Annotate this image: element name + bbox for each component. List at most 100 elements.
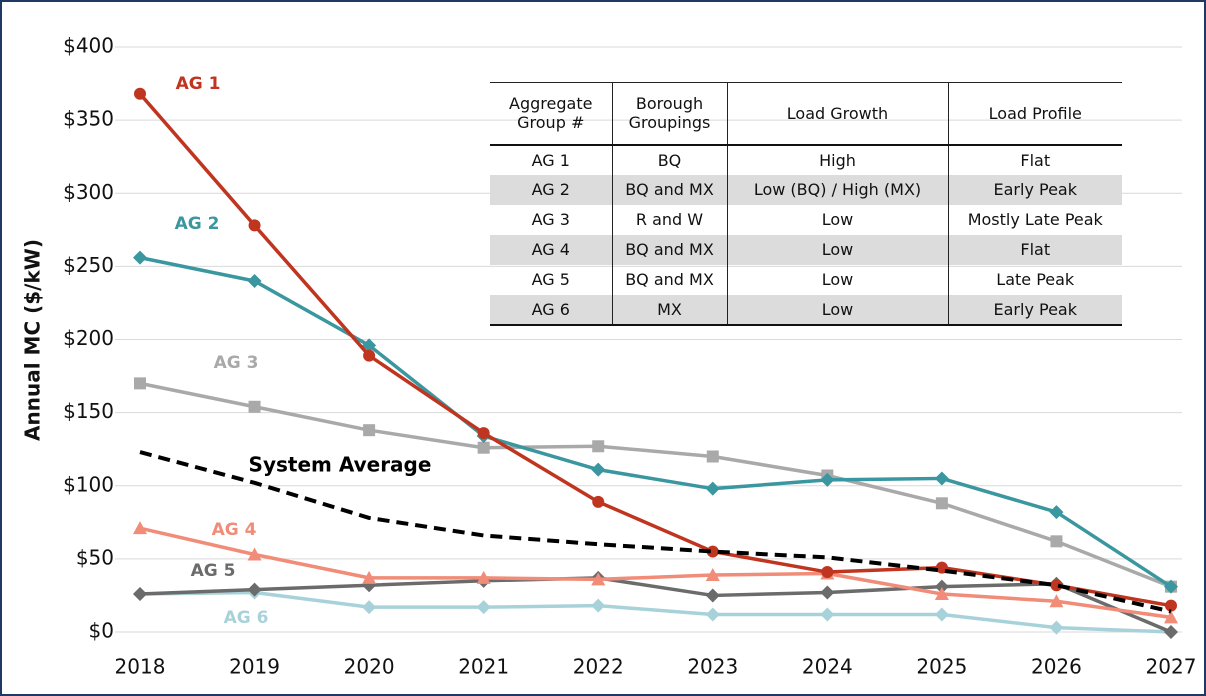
marker	[1050, 535, 1063, 548]
y-tick-label: $350	[63, 107, 114, 131]
table-cell: AG 1	[531, 150, 570, 170]
marker	[821, 566, 834, 579]
marker	[1164, 610, 1178, 624]
marker	[1049, 594, 1064, 608]
table-cell: Late Peak	[947, 264, 1122, 295]
y-tick-label: $250	[63, 253, 114, 277]
x-tick-label: 2021	[458, 655, 509, 679]
table-cell: BQ	[611, 144, 727, 175]
marker	[1165, 599, 1177, 612]
marker	[477, 441, 490, 454]
marker	[934, 586, 949, 600]
marker	[592, 495, 605, 508]
table-cell: Mostly Late Peak	[947, 204, 1122, 235]
table-header-cell: Borough Groupings	[611, 82, 727, 145]
marker	[134, 377, 146, 390]
series-line	[138, 92, 1172, 608]
marker	[591, 598, 606, 613]
x-tick-label: 2026	[1031, 655, 1082, 679]
marker	[706, 545, 719, 558]
series-label: AG 2	[175, 214, 220, 234]
marker	[476, 570, 491, 584]
table-cell: Low	[726, 294, 948, 325]
y-tick-label: $200	[63, 326, 114, 350]
marker	[934, 579, 949, 594]
y-tick-label: $300	[63, 180, 114, 204]
marker	[133, 521, 147, 535]
series-label: AG 4	[212, 520, 257, 540]
table-cell: BQ and MX	[611, 264, 727, 295]
x-tick-label: 2025	[916, 655, 967, 679]
marker	[248, 400, 261, 413]
table-header: Aggregate Group # Borough Groupings Load G…	[490, 82, 1122, 145]
marker	[477, 427, 490, 440]
table-cell: High	[726, 144, 948, 175]
marker	[247, 274, 262, 288]
table-cell: Flat	[947, 144, 1122, 175]
table-cell: AG 2	[531, 180, 570, 199]
series-label: System Average	[249, 453, 432, 477]
table-header-cell: Aggregate Group #	[509, 94, 593, 133]
x-tick-label: 2023	[687, 655, 738, 679]
marker	[934, 607, 949, 622]
marker	[705, 481, 720, 496]
legend-table: Aggregate Group # Borough Groupings Load G…	[490, 82, 1122, 326]
table-cell: BQ and MX	[611, 234, 727, 265]
marker	[362, 570, 377, 584]
marker	[705, 607, 720, 622]
marker	[934, 471, 949, 486]
table-cell: Low (BQ) / High (MX)	[726, 174, 948, 205]
x-tick-label: 2018	[115, 655, 166, 679]
table-cell: Early Peak	[947, 174, 1122, 205]
marker	[247, 582, 262, 597]
marker	[820, 472, 835, 487]
marker	[935, 497, 948, 510]
table-cell: AG 4	[531, 240, 570, 259]
table-cell: Low	[726, 264, 948, 295]
marker	[820, 607, 835, 622]
marker	[1164, 579, 1178, 594]
table-header-cell: Load Profile	[947, 82, 1122, 145]
table-cell: AG 6	[531, 299, 570, 319]
table-row: AG 2 BQ and MX Low (BQ) / High (MX) Early P…	[490, 174, 1122, 205]
marker	[591, 572, 606, 586]
x-tick-label: 2027	[1146, 655, 1197, 679]
series-line	[139, 450, 1172, 614]
marker	[706, 450, 719, 463]
table-cell: AG 3	[531, 210, 570, 229]
table-row: AG 1 BQ High Flat	[490, 144, 1122, 175]
series-line	[139, 255, 1172, 589]
series-line	[139, 526, 1172, 620]
table-cell: Low	[726, 234, 948, 265]
table-row: AG 5 BQ and MX Low Late Peak	[490, 264, 1122, 295]
marker	[1050, 579, 1063, 592]
series-line	[139, 576, 1172, 634]
series-line	[139, 381, 1172, 589]
series-line	[139, 590, 1172, 634]
table-row: AG 3 R and W Low Mostly Late Peak	[490, 204, 1122, 235]
table-header-cell: Load Growth	[726, 82, 948, 145]
series-label: AG 5	[191, 561, 236, 581]
marker	[362, 600, 377, 615]
marker	[1164, 625, 1178, 639]
x-tick-label: 2020	[344, 655, 395, 679]
marker	[476, 600, 491, 615]
marker	[820, 585, 835, 600]
table-cell: Flat	[947, 234, 1122, 265]
table-cell: R and W	[611, 204, 727, 235]
table-row: AG 6 MX Low Early Peak	[490, 294, 1122, 325]
marker	[705, 567, 720, 581]
table-row: AG 4 BQ and MX Low Flat	[490, 234, 1122, 265]
table-cell: Low	[726, 204, 948, 235]
marker	[133, 586, 147, 601]
x-tick-label: 2019	[229, 655, 280, 679]
marker	[592, 440, 605, 453]
marker	[363, 349, 376, 362]
marker	[935, 561, 948, 574]
marker	[362, 338, 377, 353]
y-tick-label: $100	[63, 472, 114, 496]
series-label: AG 6	[224, 608, 269, 628]
marker	[248, 219, 261, 232]
